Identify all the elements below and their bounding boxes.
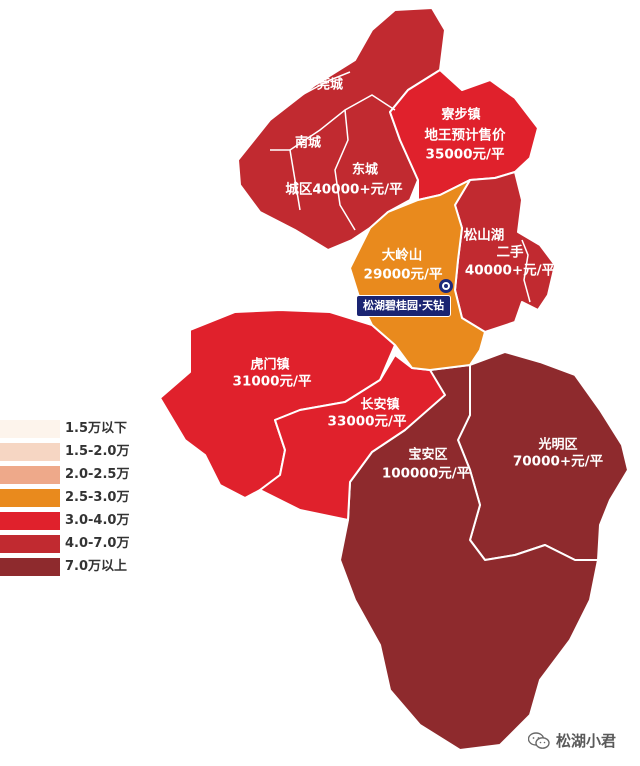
label-guangming: 光明区 bbox=[538, 437, 578, 453]
label-dongcheng: 东城 bbox=[351, 162, 379, 178]
label-dalingshan: 大岭山 bbox=[381, 247, 423, 264]
legend-item: 1.5-2.0万 bbox=[0, 443, 200, 461]
label-guangming-price: 70000+元/平 bbox=[512, 453, 604, 470]
label-zhaibu-price-line1: 地王预计售价 bbox=[424, 127, 506, 144]
legend-item: 7.0万以上 bbox=[0, 558, 200, 576]
legend-item: 2.0-2.5万 bbox=[0, 466, 200, 484]
legend-swatch bbox=[0, 420, 60, 438]
legend-swatch bbox=[0, 512, 60, 530]
location-pin-icon bbox=[439, 279, 453, 293]
region-dalingshan bbox=[349, 179, 486, 371]
legend-item: 3.0-4.0万 bbox=[0, 512, 200, 530]
legend-label: 1.5-2.0万 bbox=[65, 444, 130, 459]
project-tag: 松湖碧桂园·天钻 bbox=[356, 295, 452, 317]
region-baoan bbox=[339, 364, 599, 751]
label-dalingshan-price: 29000元/平 bbox=[363, 266, 443, 283]
legend-swatch bbox=[0, 558, 60, 576]
label-nancheng: 南城 bbox=[294, 135, 322, 151]
label-baoan: 宝安区 bbox=[408, 447, 448, 463]
watermark-text: 松湖小君 bbox=[556, 732, 617, 750]
legend-item: 4.0-7.0万 bbox=[0, 535, 200, 553]
region-changan bbox=[259, 354, 446, 521]
legend-item: 2.5-3.0万 bbox=[0, 489, 200, 507]
legend-swatch bbox=[0, 443, 60, 461]
legend-swatch bbox=[0, 489, 60, 507]
label-zhaibu-price-line2: 35000元/平 bbox=[425, 146, 505, 163]
label-songshanhu: 松山湖 bbox=[463, 227, 505, 244]
legend-label: 2.5-3.0万 bbox=[65, 490, 130, 505]
legend-label: 7.0万以上 bbox=[65, 559, 128, 574]
legend-label: 1.5万以下 bbox=[65, 421, 128, 436]
label-songshanhu-price: 40000+元/平 bbox=[464, 262, 556, 279]
region-chengqu bbox=[237, 7, 446, 251]
legend-label: 3.0-4.0万 bbox=[65, 513, 130, 528]
label-guancheng: 莞城 bbox=[316, 77, 344, 93]
label-humen: 虎门镇 bbox=[250, 357, 290, 373]
label-changan-price: 33000元/平 bbox=[327, 413, 407, 430]
region-zhaibu bbox=[389, 69, 539, 201]
wechat-icon bbox=[528, 732, 550, 749]
label-changan: 长安镇 bbox=[360, 397, 400, 413]
label-chengqu-price: 城区40000+元/平 bbox=[285, 181, 403, 198]
legend-label: 2.0-2.5万 bbox=[65, 467, 130, 482]
label-zhaibu: 寮步镇 bbox=[441, 107, 481, 123]
legend-swatch bbox=[0, 466, 60, 484]
legend-item: 1.5万以下 bbox=[0, 420, 200, 438]
label-humen-price: 31000元/平 bbox=[232, 373, 312, 390]
label-songshanhu-line2: 二手 bbox=[496, 244, 524, 261]
label-baoan-price: 100000元/平 bbox=[381, 465, 471, 482]
legend-swatch bbox=[0, 535, 60, 553]
legend-label: 4.0-7.0万 bbox=[65, 536, 130, 551]
